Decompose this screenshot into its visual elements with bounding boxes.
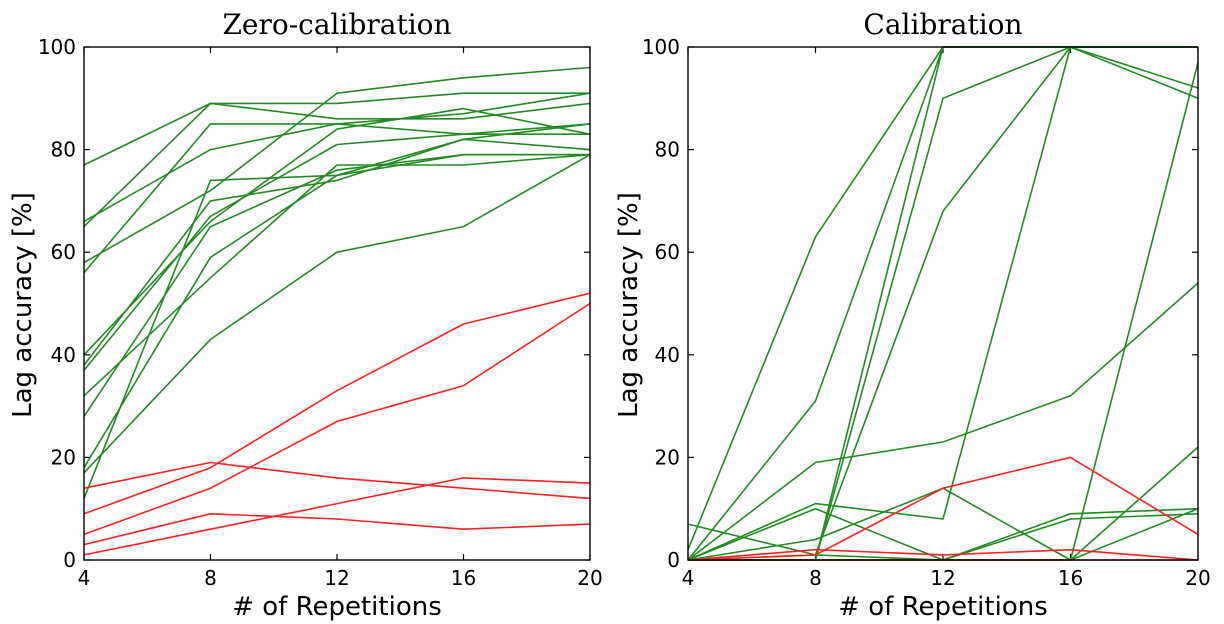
- series-line-green-4: [688, 46, 1199, 561]
- y-axis-label: Lag accuracy [%]: [614, 192, 644, 418]
- series-line-green-3: [688, 46, 1198, 561]
- y-tick-label: 0: [667, 548, 680, 572]
- series-line-green-8: [83, 133, 590, 371]
- series-line-green-5: [83, 92, 591, 223]
- series-line-red-14: [687, 548, 1199, 561]
- series-line-green-13: [83, 154, 591, 474]
- x-tick-label: 12: [930, 566, 955, 590]
- x-tick-label: 16: [451, 566, 476, 590]
- plot-area: [687, 46, 1199, 561]
- chart-title: Zero-calibration: [222, 8, 451, 41]
- series-line-red-18: [83, 477, 591, 556]
- series-line-green-11: [687, 487, 1199, 561]
- series-line-green-3: [83, 66, 591, 264]
- y-tick-label: 80: [655, 138, 680, 162]
- x-tick-label: 4: [682, 566, 695, 590]
- series-line-green-10: [83, 153, 590, 417]
- x-tick-label: 8: [809, 566, 822, 590]
- series-line-green-1: [83, 92, 590, 166]
- y-tick-label: 100: [642, 35, 680, 59]
- y-tick-label: 60: [51, 240, 76, 264]
- series-line-green-12: [83, 153, 590, 499]
- y-tick-label: 0: [63, 548, 76, 572]
- series-line-green-6: [687, 46, 1198, 561]
- axes-frame: [83, 46, 591, 561]
- y-tick-label: 100: [38, 35, 76, 59]
- series-line-green-5: [687, 46, 1199, 561]
- chart-zero-calibration: Zero-calibration # of Repetitions Lag ac…: [8, 8, 603, 622]
- y-axis-label: Lag accuracy [%]: [8, 192, 38, 418]
- y-tick-label: 80: [51, 138, 76, 162]
- chart-title: Calibration: [863, 8, 1022, 41]
- plot-area: [83, 66, 591, 556]
- y-tick-label: 40: [51, 343, 76, 367]
- x-tick-label: 20: [577, 566, 602, 590]
- series-line-red-14: [83, 461, 591, 500]
- series-line-green-2: [687, 46, 1198, 561]
- x-tick-label: 4: [78, 566, 91, 590]
- x-axis-label: # of Repetitions: [838, 592, 1048, 622]
- x-tick-label: 12: [324, 566, 349, 590]
- axis-ticks: 4 8 12 16 20 0 20 40 60 80 100: [642, 35, 1211, 590]
- series-line-red-15: [83, 292, 591, 515]
- x-tick-label: 8: [204, 566, 217, 590]
- y-tick-label: 20: [655, 445, 680, 469]
- x-axis-label: # of Repetitions: [232, 592, 442, 622]
- series-line-red-17: [83, 512, 591, 546]
- series-line-red-16: [83, 302, 591, 536]
- x-tick-label: 16: [1058, 566, 1083, 590]
- series-line-red-13: [687, 456, 1199, 561]
- series-line-green-2: [83, 102, 591, 228]
- x-tick-label: 20: [1185, 566, 1210, 590]
- series-line-green-6: [83, 107, 591, 356]
- series-line-green-8: [688, 62, 1199, 561]
- y-tick-label: 20: [51, 445, 76, 469]
- y-tick-label: 60: [655, 240, 680, 264]
- y-tick-label: 40: [655, 343, 680, 367]
- axes-frame: [687, 46, 1199, 561]
- chart-calibration: Calibration # of Repetitions Lag accurac…: [614, 8, 1211, 622]
- series-line-green-7: [687, 282, 1199, 561]
- series-line-green-9: [83, 153, 591, 397]
- series-line-green-1: [687, 46, 1198, 551]
